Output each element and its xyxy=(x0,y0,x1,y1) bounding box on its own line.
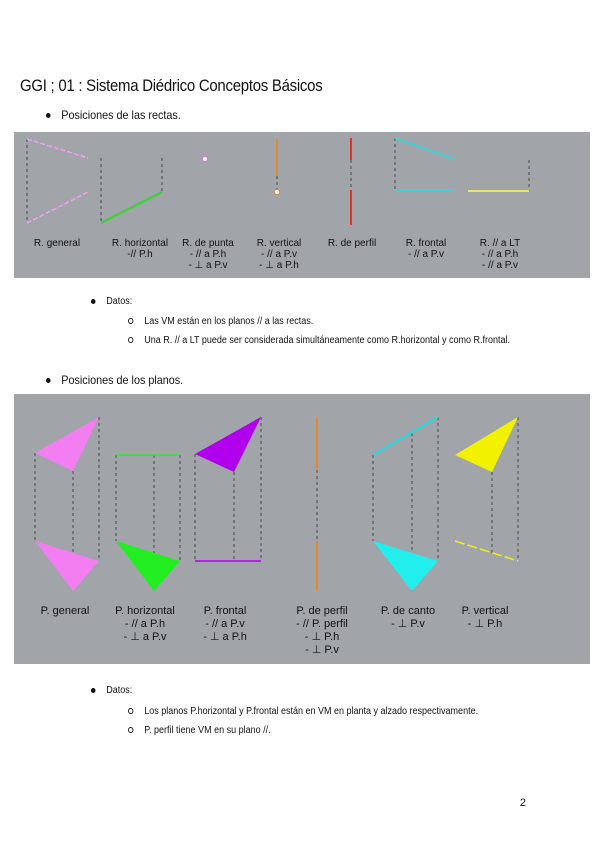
bullet-icon xyxy=(91,687,96,693)
planos-diagram xyxy=(34,416,519,591)
datos-item: Una R. // a LT puede ser considerada sim… xyxy=(128,335,510,346)
circle-bullet-icon xyxy=(128,708,134,715)
circle-bullet-icon xyxy=(128,337,134,344)
recta-horizontal xyxy=(100,190,163,225)
section-heading-planos: Posiciones de los planos. xyxy=(46,373,183,387)
label-r-general: R. general xyxy=(33,238,81,249)
label-r-lt: R. // a LT - // a P.h - // a P.v xyxy=(479,238,521,271)
heading-text: Posiciones de los planos. xyxy=(61,373,184,387)
heading-text: Posiciones de las rectas. xyxy=(61,108,181,122)
bullet-icon xyxy=(46,378,51,384)
label-r-punta: R. de punta - // a P.h - ⊥ a P.v xyxy=(182,238,234,271)
recta-punta xyxy=(202,156,208,162)
figure-planos xyxy=(14,394,590,664)
datos-item: P. perfil tiene VM en su plano //. xyxy=(128,725,271,736)
page-title: GGI ; 01 : Sistema Diédrico Conceptos Bá… xyxy=(20,76,323,95)
figure-rectas xyxy=(14,132,590,278)
recta-general xyxy=(26,138,89,224)
label-p-horizontal: P. horizontal - // a P.h - ⊥ a P.v xyxy=(115,605,175,643)
datos-label-2: Datos: xyxy=(91,685,132,696)
datos-item: Las VM están en los planos // a las rect… xyxy=(128,316,313,327)
label-p-perfil: P. de perfil - // P. perfil - ⊥ P.h - ⊥ P.v xyxy=(296,605,348,656)
datos-item: Los planos P.horizontal y P.frontal está… xyxy=(128,706,478,717)
label-r-frontal: R. frontal - // a P.v xyxy=(405,238,447,260)
label-p-general: P. general xyxy=(40,605,90,617)
bullet-icon xyxy=(46,113,51,119)
rectas-diagram xyxy=(26,137,530,225)
circle-bullet-icon xyxy=(128,727,134,734)
plano-vertical xyxy=(454,417,519,562)
circle-bullet-icon xyxy=(128,318,134,325)
plano-canto xyxy=(372,416,439,591)
plano-horizontal xyxy=(116,454,180,591)
plano-general xyxy=(35,417,99,591)
plano-frontal xyxy=(195,417,261,562)
label-p-vertical: P. vertical - ⊥ P.h xyxy=(461,605,509,630)
label-p-canto: P. de canto - ⊥ P.v xyxy=(380,605,436,630)
page-number: 2 xyxy=(519,797,526,809)
bullet-icon xyxy=(91,298,96,304)
label-r-horizontal: R. horizontal -// P.h xyxy=(111,238,169,260)
section-heading-rectas: Posiciones de las rectas. xyxy=(46,108,181,122)
recta-frontal xyxy=(394,137,455,191)
label-p-frontal: P. frontal - // a P.v - ⊥ a P.h xyxy=(203,605,247,643)
datos-label-1: Datos: xyxy=(91,296,132,307)
label-r-vertical: R. vertical - // a P.v - ⊥ a P.h xyxy=(256,238,302,271)
label-r-perfil: R. de perfil xyxy=(327,238,377,249)
